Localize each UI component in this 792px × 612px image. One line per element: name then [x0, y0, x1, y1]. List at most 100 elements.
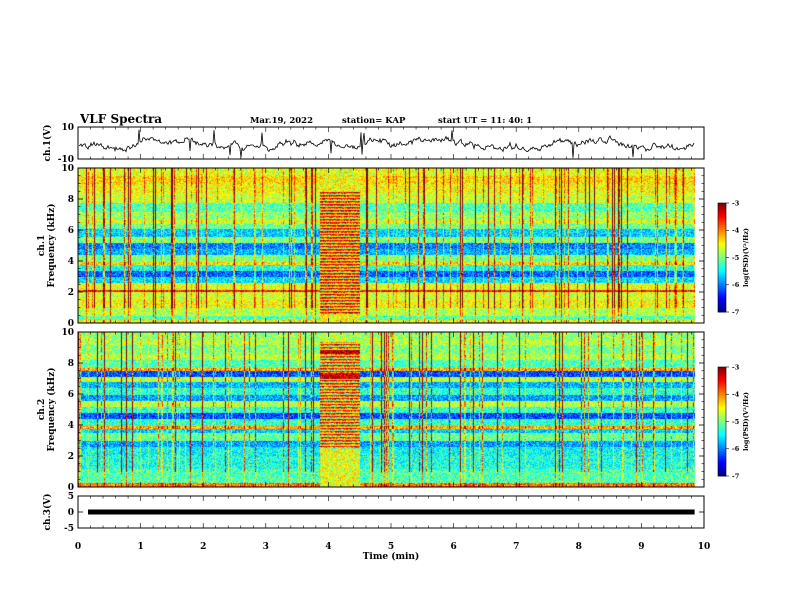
colorbar-cell	[718, 222, 726, 226]
colorbar-cell	[718, 279, 726, 282]
y-tick-label: 2	[68, 288, 74, 298]
colorbar-cell	[718, 272, 726, 275]
colorbar-cell	[718, 244, 726, 247]
colorbar-cell	[718, 255, 726, 258]
colorbar-cell	[718, 394, 726, 397]
x-tick-label: 0	[75, 542, 81, 552]
colorbar-cell	[718, 368, 726, 372]
ch1-colorbar: -3 -4 -5 -6 -7 log(PSD)(V²/Hz)	[717, 199, 750, 316]
x-tick-label: 6	[450, 542, 456, 552]
y-axis-label: Frequency (kHz)	[46, 203, 57, 287]
y-tick-label: 4	[68, 257, 74, 267]
colorbar-cell	[718, 252, 726, 255]
colorbar-cell	[718, 372, 726, 375]
colorbar-cell	[718, 399, 726, 402]
colorbar-tick-label: -6	[732, 445, 740, 453]
colorbar-cell	[718, 426, 726, 430]
colorbar-cell	[718, 450, 726, 453]
colorbar-cell	[718, 206, 726, 209]
colorbar-cell	[718, 261, 726, 264]
colorbar-cell	[718, 428, 726, 431]
colorbar-cell	[718, 472, 726, 475]
colorbar-cell	[718, 410, 726, 413]
colorbar-cell	[718, 376, 726, 379]
colorbar-cell	[718, 425, 726, 428]
colorbar-cell	[718, 465, 726, 468]
colorbar-cell	[718, 292, 726, 295]
colorbar-cell	[718, 430, 726, 433]
y-tick-label: 2	[68, 452, 74, 462]
station-label: station= KAP	[342, 116, 406, 126]
colorbar-cell	[718, 266, 726, 269]
ch1-spectrogram-panel: 0 2 4 6 8 10 ch.1 Frequency (kHz)	[37, 164, 705, 329]
colorbar-cell	[718, 308, 726, 311]
colorbar-cell	[718, 228, 726, 231]
ch3-waveform-panel: 5 0 -5 ch.3(V)	[42, 492, 705, 534]
colorbar-tick-label: -6	[732, 281, 740, 289]
colorbar-cell	[718, 270, 726, 273]
x-tick-label: 1	[137, 542, 143, 552]
colorbar-cell	[718, 468, 726, 471]
colorbar-cell	[718, 367, 726, 370]
colorbar-cell	[718, 416, 726, 419]
colorbar-cell	[718, 310, 726, 313]
colorbar-cell	[718, 295, 726, 298]
colorbar-cell	[718, 237, 726, 240]
colorbar-cell	[718, 443, 726, 446]
colorbar-cell	[718, 273, 726, 277]
colorbar-cell	[718, 281, 726, 284]
colorbar-cell	[718, 277, 726, 280]
colorbar-cell	[718, 248, 726, 251]
start-time-label: start UT = 11: 40: 1	[438, 116, 532, 126]
colorbar-cell	[718, 374, 726, 377]
y-tick-label: 6	[68, 226, 74, 236]
colorbar-cell	[718, 302, 726, 306]
colorbar-cell	[718, 456, 726, 459]
colorbar-cell	[718, 379, 726, 382]
colorbar-cell	[718, 446, 726, 450]
colorbar-cell	[718, 470, 726, 473]
colorbar-cell	[718, 392, 726, 395]
x-tick-label: 3	[263, 542, 269, 552]
colorbar-cell	[718, 386, 726, 390]
colorbar-tick-label: -4	[732, 227, 740, 235]
colorbar-tick-label: -4	[732, 391, 740, 399]
colorbar-cell	[718, 204, 726, 208]
colorbar-cell	[718, 215, 726, 218]
y-tick-label: -10	[58, 155, 74, 165]
colorbar-cell	[718, 253, 726, 257]
colorbar-cell	[718, 377, 726, 381]
x-axis-label: Time (min)	[363, 551, 420, 562]
colorbar-cell	[718, 448, 726, 451]
colorbar-cell	[718, 264, 726, 267]
colorbar-cell	[718, 203, 726, 206]
y-tick-label: 0	[68, 483, 74, 493]
colorbar-cell	[718, 383, 726, 386]
colorbar-cell	[718, 437, 726, 441]
colorbar-cell	[718, 423, 726, 426]
colorbar-cell	[718, 474, 726, 477]
colorbar-cell	[718, 434, 726, 437]
x-tick-label: 9	[638, 542, 644, 552]
colorbar-cell	[718, 217, 726, 220]
y-tick-label: 8	[68, 359, 74, 369]
colorbar-cell	[718, 257, 726, 260]
colorbar-cell	[718, 457, 726, 461]
y-tick-label: 5	[68, 492, 74, 502]
y-tick-label: 8	[68, 195, 74, 205]
x-tick-label: 8	[576, 542, 582, 552]
y-tick-label: 0	[68, 319, 74, 329]
colorbar-tick-label: -5	[732, 254, 740, 262]
colorbar-cell	[718, 381, 726, 384]
colorbar-cell	[718, 461, 726, 464]
colorbar-cell	[718, 275, 726, 278]
colorbar-cell	[718, 306, 726, 309]
colorbar-cell	[718, 301, 726, 304]
colorbar-cell	[718, 286, 726, 289]
colorbar-tick-label: -3	[732, 363, 740, 371]
ch2-colorbar: -3 -4 -5 -6 -7 log(PSD)(V²/Hz)	[717, 363, 750, 480]
y-tick-label: 10	[61, 328, 74, 338]
date-label: Mar.19, 2022	[250, 116, 313, 126]
colorbar-cell	[718, 233, 726, 237]
